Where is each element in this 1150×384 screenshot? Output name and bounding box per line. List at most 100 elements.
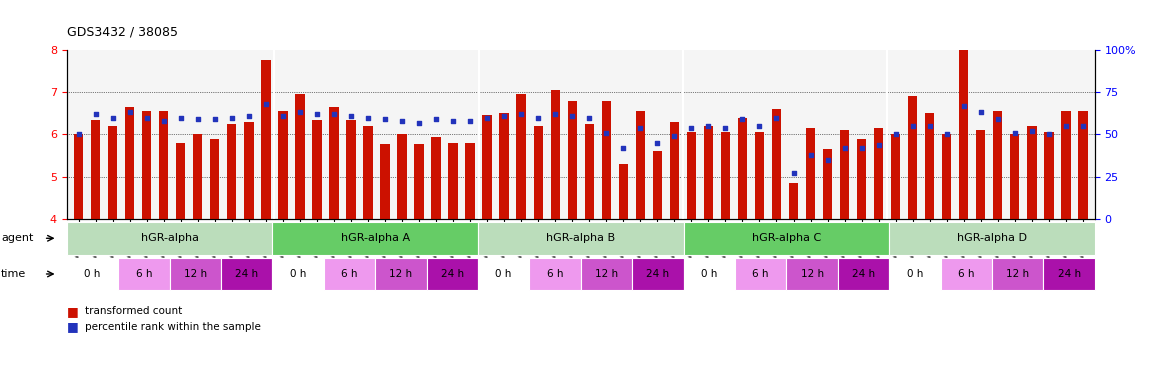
Bar [313,120,322,219]
Bar [840,130,849,219]
Bar [874,128,883,219]
Point [206,116,224,122]
Bar [431,137,440,219]
Point [308,111,327,117]
Bar [483,116,492,219]
Bar [619,164,628,219]
Point [682,124,700,131]
Point [69,131,87,137]
Text: percentile rank within the sample: percentile rank within the sample [85,322,261,332]
Text: 12 h: 12 h [184,269,207,279]
Point [784,170,803,176]
Point [104,114,122,121]
Bar [823,149,833,219]
Bar [584,124,593,219]
Point [138,114,156,121]
Text: 12 h: 12 h [595,269,618,279]
Text: 24 h: 24 h [852,269,875,279]
Text: agent: agent [1,233,33,243]
Point [223,114,241,121]
Point [359,114,377,121]
Point [256,101,275,107]
Text: 12 h: 12 h [389,269,413,279]
Point [86,111,105,117]
Bar [261,61,270,219]
Bar [141,111,152,219]
Text: time: time [1,269,26,279]
Bar [414,144,423,219]
Point [564,113,582,119]
Point [342,113,360,119]
Bar [329,107,338,219]
Point [444,118,462,124]
Point [734,116,752,122]
Bar [363,126,373,219]
Bar [278,111,288,219]
Bar [176,143,185,219]
Point [409,119,428,126]
Point [887,131,905,137]
Text: 0 h: 0 h [290,269,306,279]
Point [1057,123,1075,129]
Bar [534,126,543,219]
Point [920,123,938,129]
Text: hGR-alpha D: hGR-alpha D [957,233,1027,243]
Bar [704,126,713,219]
Point [154,118,172,124]
Bar [891,134,900,219]
Point [494,113,513,119]
Bar [994,111,1003,219]
Point [802,152,820,158]
Point [835,145,853,151]
Point [529,114,547,121]
Bar [789,183,798,219]
Bar [551,90,560,219]
Point [767,114,785,121]
Point [631,124,650,131]
Point [427,116,445,122]
Point [954,103,973,109]
Point [291,109,309,116]
Point [324,111,343,117]
Bar [636,111,645,219]
Bar [925,113,934,219]
Bar [687,132,696,219]
Text: 24 h: 24 h [440,269,463,279]
Text: 0 h: 0 h [496,269,512,279]
Point [937,131,956,137]
Point [376,116,394,122]
Point [239,113,258,119]
Bar [296,94,305,219]
Bar [91,120,100,219]
Bar [1027,126,1036,219]
Bar [1010,134,1020,219]
Point [274,113,292,119]
Point [819,157,837,163]
Point [904,123,922,129]
Text: hGR-alpha B: hGR-alpha B [546,233,615,243]
Point [580,114,598,121]
Point [716,124,735,131]
Point [852,145,871,151]
Bar [772,109,781,219]
Bar [244,122,253,219]
Bar [738,118,748,219]
Text: ■: ■ [67,320,78,333]
Point [1005,130,1024,136]
Bar [653,151,662,219]
Bar [976,130,986,219]
Text: 6 h: 6 h [136,269,152,279]
Point [461,118,480,124]
Point [1074,123,1092,129]
Text: 6 h: 6 h [342,269,358,279]
Bar [669,122,678,219]
Point [546,111,565,117]
Bar [398,134,407,219]
Bar [108,126,117,219]
Bar [193,134,202,219]
Point [1040,131,1058,137]
Bar [942,134,951,219]
Bar [1061,111,1071,219]
Bar [74,134,83,219]
Point [597,130,615,136]
